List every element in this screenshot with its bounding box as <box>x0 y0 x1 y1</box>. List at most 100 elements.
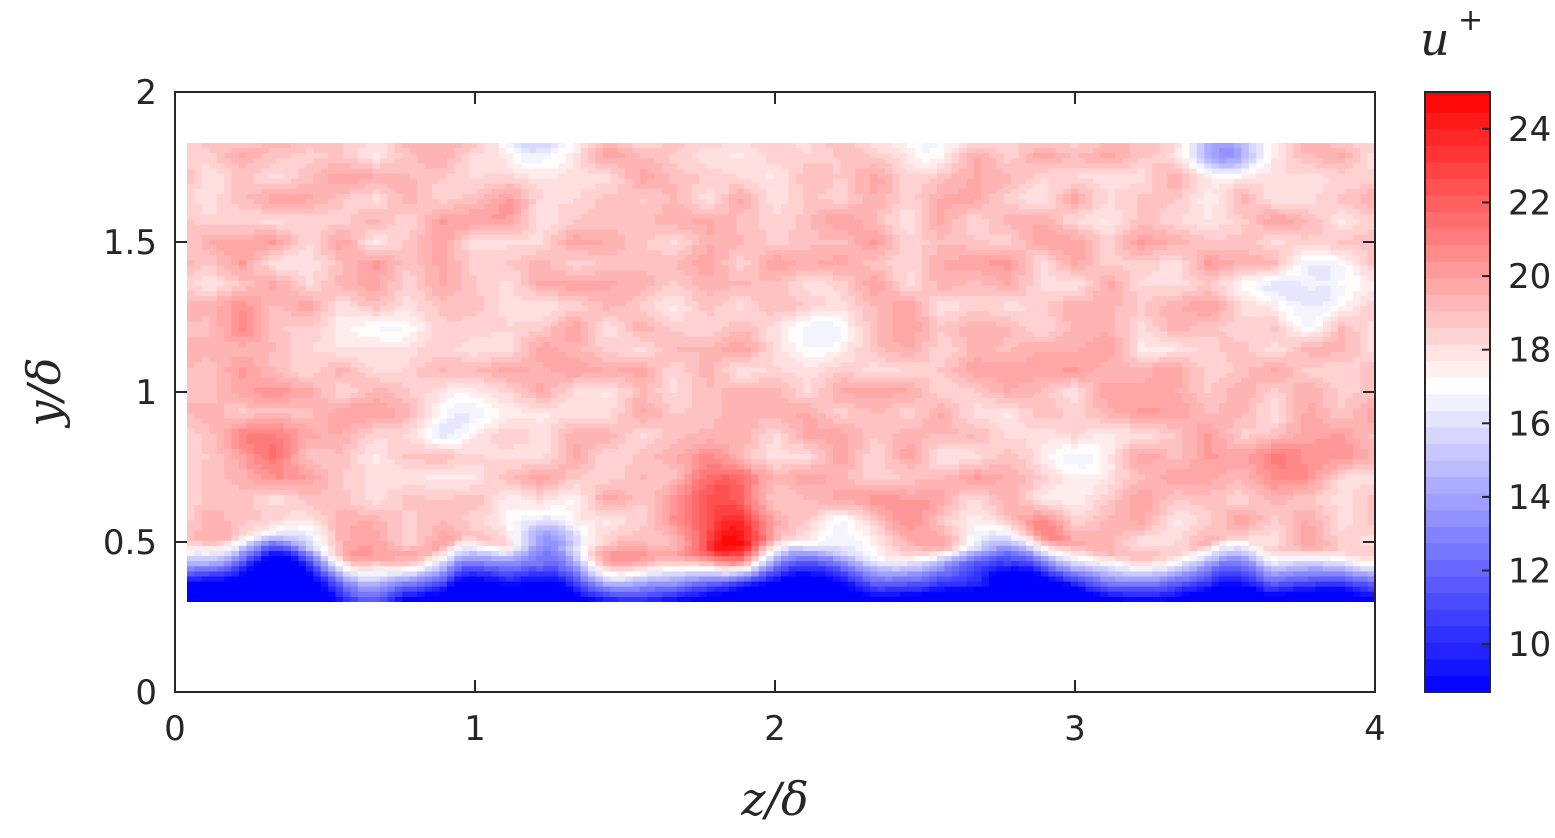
field-cell <box>261 183 270 190</box>
field-cell <box>922 285 931 292</box>
field-cell <box>818 209 827 215</box>
field-cell <box>855 280 864 287</box>
field-cell <box>1226 148 1235 154</box>
field-cell <box>290 158 299 164</box>
field-cell <box>684 168 693 175</box>
field-cell <box>1226 290 1235 297</box>
field-cell <box>840 250 849 256</box>
field-cell <box>981 250 990 256</box>
field-cell <box>224 265 233 272</box>
field-cell <box>922 290 931 297</box>
field-cell <box>736 229 745 236</box>
field-cell <box>832 194 842 200</box>
field-cell <box>1271 234 1280 241</box>
field-cell <box>840 219 849 226</box>
field-cell <box>1152 199 1161 205</box>
field-cell <box>387 158 396 164</box>
field-cell <box>521 143 530 149</box>
field-cell <box>751 265 760 272</box>
field-cell <box>1011 280 1020 287</box>
field-cell <box>476 250 485 256</box>
field-cell <box>1263 275 1272 282</box>
field-cell <box>1204 270 1213 277</box>
field-cell <box>305 148 314 154</box>
field-cell <box>714 234 723 241</box>
field-cell <box>610 158 619 164</box>
field-cell <box>469 260 478 266</box>
field-cell <box>966 214 975 221</box>
field-cell <box>832 224 842 231</box>
field-cell <box>1167 173 1176 180</box>
field-cell <box>313 270 322 277</box>
field-cell <box>246 265 255 272</box>
field-cell <box>1137 265 1146 272</box>
field-cell <box>914 245 923 251</box>
field-cell <box>1189 214 1198 221</box>
field-cell <box>558 239 567 246</box>
field-cell <box>446 194 455 200</box>
field-cell <box>201 234 210 241</box>
field-cell <box>409 168 418 175</box>
field-cell <box>350 148 359 154</box>
field-cell <box>1233 199 1242 205</box>
field-cell <box>617 234 626 241</box>
field-cell <box>632 280 641 287</box>
field-cell <box>439 183 448 190</box>
field-cell <box>1100 173 1109 180</box>
field-cell <box>803 158 812 164</box>
field-cell <box>1278 143 1287 149</box>
field-cell <box>357 168 366 175</box>
field-cell <box>1100 168 1109 175</box>
field-cell <box>261 199 270 205</box>
field-cell <box>862 148 871 154</box>
field-cell <box>350 183 359 190</box>
field-cell <box>476 234 485 241</box>
field-cell <box>766 204 775 210</box>
field-cell <box>320 280 329 287</box>
field-cell <box>387 270 396 277</box>
field-cell <box>810 229 819 236</box>
field-cell <box>1085 245 1094 251</box>
field-cell <box>1256 214 1265 221</box>
field-cell <box>870 148 879 154</box>
field-cell <box>417 158 426 164</box>
field-cell <box>899 209 908 215</box>
field-cell <box>580 234 589 241</box>
field-cell <box>1107 290 1116 297</box>
field-cell <box>803 219 812 226</box>
field-cell <box>736 234 745 241</box>
field-cell <box>224 285 233 292</box>
field-cell <box>1115 265 1124 272</box>
field-cell <box>654 290 663 297</box>
field-cell <box>261 143 270 149</box>
field-cell <box>380 255 389 261</box>
field-cell <box>1070 250 1079 256</box>
field-cell <box>743 255 752 261</box>
field-cell <box>677 219 686 226</box>
field-cell <box>365 143 374 149</box>
field-cell <box>424 275 433 282</box>
field-cell <box>922 183 931 190</box>
field-cell <box>476 224 485 231</box>
field-cell <box>944 178 953 185</box>
field-cell <box>884 188 893 195</box>
field-cell <box>238 214 247 221</box>
field-cell <box>654 234 663 241</box>
field-cell <box>1107 199 1116 205</box>
field-cell <box>335 168 344 175</box>
field-cell <box>914 204 923 210</box>
field-cell <box>506 275 515 282</box>
field-cell <box>1211 280 1220 287</box>
field-cell <box>320 163 329 170</box>
field-cell <box>1040 255 1049 261</box>
field-cell <box>743 290 752 297</box>
field-cell <box>1315 194 1324 200</box>
field-cell <box>610 153 619 159</box>
field-cell <box>1367 188 1375 195</box>
field-cell <box>825 265 834 272</box>
field-cell <box>328 178 337 185</box>
field-cell <box>587 234 596 241</box>
field-cell <box>1271 158 1280 164</box>
field-cell <box>380 270 389 277</box>
field-cell <box>892 260 901 266</box>
